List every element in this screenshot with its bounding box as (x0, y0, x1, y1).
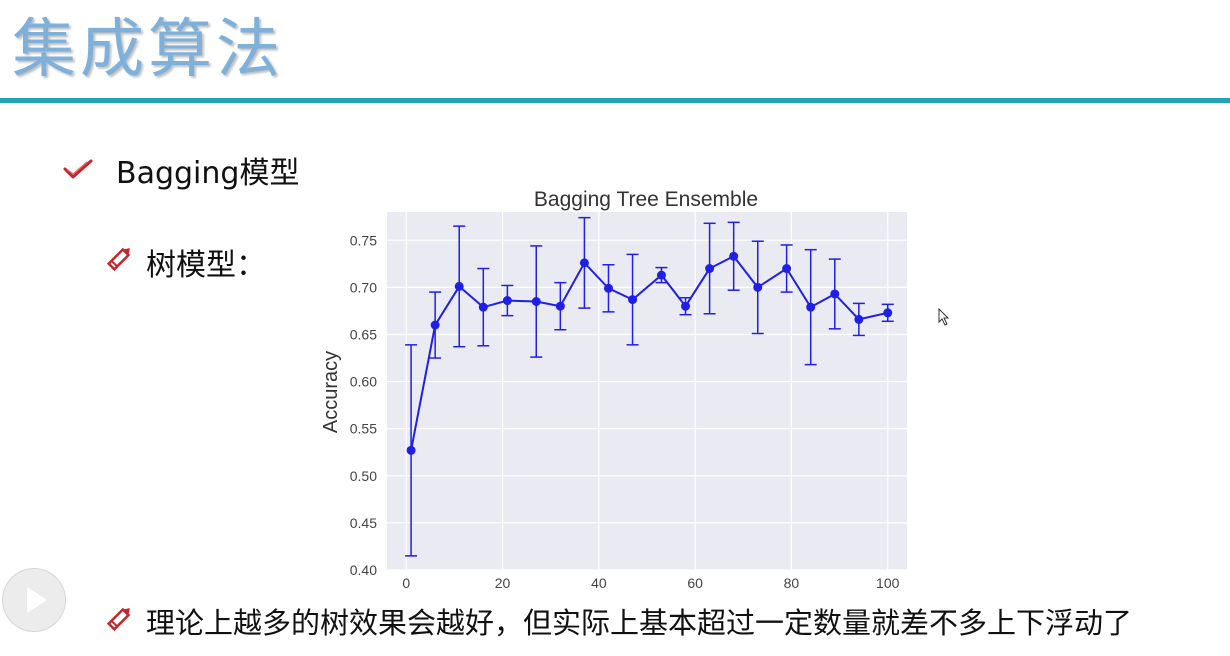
pencil-icon (104, 242, 136, 282)
bullet-text: Bagging模型 (116, 156, 300, 191)
x-tick-label: 20 (495, 575, 511, 590)
data-point (430, 320, 440, 330)
data-points (406, 251, 893, 455)
y-tick-label: 0.45 (350, 515, 377, 531)
data-point (603, 283, 613, 293)
play-button[interactable] (2, 568, 66, 632)
data-point (531, 297, 541, 306)
data-point (579, 258, 589, 268)
x-tick-label: 80 (784, 575, 800, 590)
data-point (454, 281, 464, 291)
plot-area (387, 212, 907, 570)
mouse-cursor-icon (938, 307, 950, 330)
y-tick-label: 0.65 (350, 326, 377, 342)
y-tick-label: 0.75 (350, 232, 377, 248)
data-point (806, 302, 816, 312)
pencil-icon (104, 602, 136, 641)
data-point (502, 296, 512, 306)
data-point (656, 270, 666, 280)
data-point (883, 308, 893, 318)
data-point (681, 301, 691, 311)
data-point (478, 302, 488, 312)
y-tick-label: 0.60 (350, 374, 377, 390)
data-point (406, 445, 416, 455)
title-divider (0, 98, 1230, 103)
chart-title: Bagging Tree Ensemble (534, 188, 758, 211)
data-point (854, 314, 864, 324)
data-point (555, 301, 565, 311)
x-tick-label: 60 (687, 575, 703, 590)
bullet-bagging-model: Bagging模型 (62, 148, 299, 192)
y-axis-label: Accuracy (320, 351, 342, 433)
data-point (729, 251, 739, 261)
y-tick-label: 0.55 (350, 421, 377, 437)
data-point (782, 264, 792, 274)
x-tick-labels: 0 20 40 60 80 100 (402, 575, 900, 591)
data-point (830, 289, 840, 299)
x-tick-label: 40 (591, 575, 607, 590)
y-tick-label: 0.40 (350, 562, 377, 578)
grid-lines (387, 212, 907, 571)
y-tick-label: 0.50 (350, 468, 377, 484)
x-tick-label: 100 (876, 575, 900, 590)
slide-title: 集成算法 (12, 13, 284, 87)
x-tick-label: 0 (402, 575, 410, 590)
bullet-text: 树模型： (146, 248, 266, 283)
chart-svg: 0.40 0.45 0.50 0.55 0.60 0.65 0.70 0.75 0 20 40 60… (320, 188, 907, 591)
y-tick-label: 0.70 (350, 279, 377, 295)
data-point (753, 282, 763, 292)
bullet-text: 理论上越多的树效果会越好，但实际上基本超过一定数量就差不多上下浮动了 (146, 606, 1133, 640)
data-point (705, 264, 715, 274)
data-point (628, 295, 638, 305)
y-tick-labels: 0.40 0.45 0.50 0.55 0.60 0.65 0.70 0.75 (350, 232, 377, 578)
accuracy-chart: 0.40 0.45 0.50 0.55 0.60 0.65 0.70 0.75 0 20 40 60… (310, 180, 920, 591)
bullet-tree-model: 树模型： (104, 240, 266, 284)
bullet-conclusion: 理论上越多的树效果会越好，但实际上基本超过一定数量就差不多上下浮动了 (104, 600, 1132, 642)
checkmark-icon (62, 153, 94, 188)
